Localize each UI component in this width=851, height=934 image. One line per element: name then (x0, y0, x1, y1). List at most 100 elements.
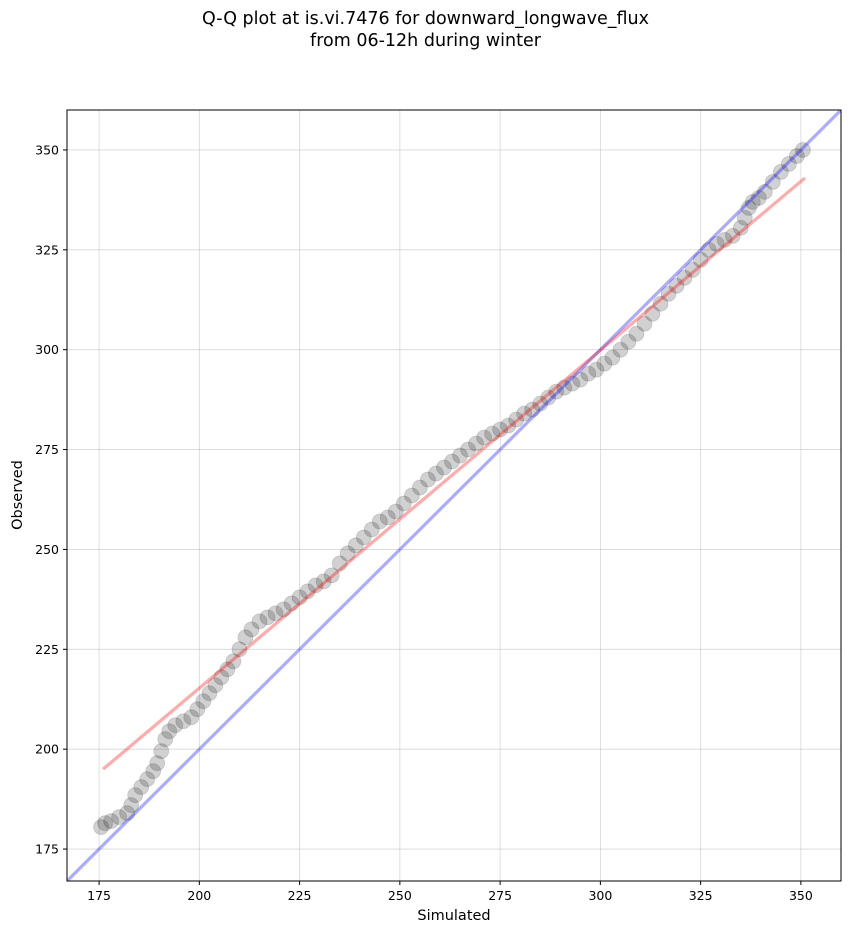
qq-point (347, 537, 364, 554)
qq-point (772, 163, 789, 180)
qq-point (127, 787, 144, 804)
qq-point (419, 471, 436, 488)
qq-point (596, 355, 613, 372)
qq-point (145, 763, 162, 780)
qq-point (387, 503, 404, 520)
qq-point (153, 743, 170, 760)
qq-point (564, 375, 581, 392)
x-tick-label: 225 (288, 888, 312, 903)
qq-point (540, 389, 557, 406)
qq-point (556, 379, 573, 396)
qq-point (157, 731, 174, 748)
qq-point (189, 701, 206, 718)
qq-point (355, 529, 372, 546)
fit-line (102, 176, 806, 771)
qq-point (484, 425, 501, 442)
x-axis-label: Simulated (417, 908, 490, 924)
y-tick-label: 175 (35, 842, 59, 857)
qq-point (572, 371, 589, 388)
qq-point (411, 479, 428, 496)
qq-point (395, 495, 412, 512)
qq-point (736, 209, 753, 226)
axis-ticks: 175 200 225 250 275 300 325 350 175 200 225 250 275 3… (35, 142, 813, 903)
y-tick-label: 300 (35, 342, 59, 357)
qq-point (283, 595, 300, 612)
qq-point (267, 605, 284, 622)
qq-point (133, 779, 150, 796)
qq-point (427, 465, 444, 482)
qq-point (435, 459, 452, 476)
qq-point (371, 513, 388, 530)
qq-point (331, 555, 348, 572)
qq-point (708, 235, 725, 252)
qq-point (788, 147, 805, 164)
qq-point (612, 341, 629, 358)
x-tick-label: 325 (689, 888, 713, 903)
qq-point (532, 395, 549, 412)
qq-point (516, 405, 533, 422)
qq-point (183, 709, 200, 726)
qq-point (780, 155, 797, 172)
qq-point (93, 819, 110, 836)
qq-point (243, 621, 260, 638)
qq-point (315, 573, 332, 590)
qq-point (604, 349, 621, 366)
qq-point (201, 685, 218, 702)
qq-point (660, 285, 677, 302)
qq-point (524, 401, 541, 418)
qq-point (403, 487, 420, 504)
y-tick-label: 200 (35, 742, 59, 757)
qq-point (119, 805, 136, 822)
qq-point (339, 545, 356, 562)
qq-point (379, 509, 396, 526)
x-tick-label: 250 (388, 888, 412, 903)
qq-point (299, 583, 316, 600)
qq-point (323, 567, 340, 584)
y-axis-label: Observed (10, 460, 26, 530)
qq-point (676, 269, 693, 286)
qq-point (307, 577, 324, 594)
qq-point (744, 193, 761, 210)
qq-point (764, 173, 781, 190)
y-tick-label: 225 (35, 642, 59, 657)
plot-frame (66, 109, 842, 882)
qq-point (452, 447, 469, 464)
y-tick-label: 350 (35, 142, 59, 157)
qq-point (724, 227, 741, 244)
qq-point (580, 365, 597, 382)
qq-point (213, 669, 230, 686)
qq-point (103, 813, 120, 830)
grid (67, 110, 841, 881)
chart-title-line-1: Q-Q plot at is.vi.7476 for downward_long… (201, 9, 649, 29)
qq-point (291, 589, 308, 606)
qq-point (644, 305, 661, 322)
qq-point (508, 411, 525, 428)
y-tick-label: 325 (35, 242, 59, 257)
chart-title-line-2: from 06-12h during winter (310, 31, 541, 51)
qq-point (794, 141, 811, 158)
qq-point (195, 693, 212, 710)
qq-point (716, 231, 733, 248)
qq-point (500, 417, 517, 434)
y-tick-label: 275 (35, 442, 59, 457)
qq-point (750, 189, 767, 206)
qq-point (443, 453, 460, 470)
qq-point (237, 629, 254, 646)
y-tick-label: 250 (35, 542, 59, 557)
qq-point (275, 601, 292, 618)
qq-point (700, 241, 717, 258)
qq-point (225, 653, 242, 670)
x-tick-label: 175 (87, 888, 111, 903)
qq-point (97, 815, 114, 832)
qq-point (684, 261, 701, 278)
qq-point (620, 333, 637, 350)
qq-point (468, 435, 485, 452)
qq-point (259, 609, 276, 626)
x-tick-label: 300 (588, 888, 612, 903)
plot-series (67, 110, 841, 881)
x-tick-label: 350 (789, 888, 813, 903)
qq-point (588, 361, 605, 378)
qq-point (692, 251, 709, 268)
qq-point (492, 421, 509, 438)
qq-point (123, 797, 140, 814)
